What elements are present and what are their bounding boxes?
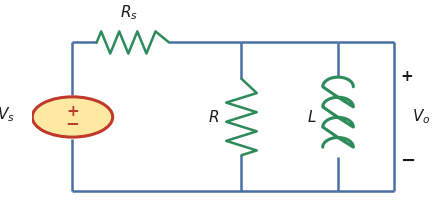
Text: +: + [400, 69, 413, 84]
Text: −: − [65, 114, 79, 132]
Text: +: + [66, 104, 79, 119]
Text: −: − [400, 152, 416, 170]
Text: $V_s$: $V_s$ [0, 106, 15, 124]
Circle shape [32, 97, 112, 137]
Text: $L$: $L$ [307, 109, 317, 125]
Text: $V_o$: $V_o$ [412, 108, 431, 126]
Text: $R_s$: $R_s$ [120, 4, 138, 22]
Text: $R$: $R$ [208, 109, 219, 125]
